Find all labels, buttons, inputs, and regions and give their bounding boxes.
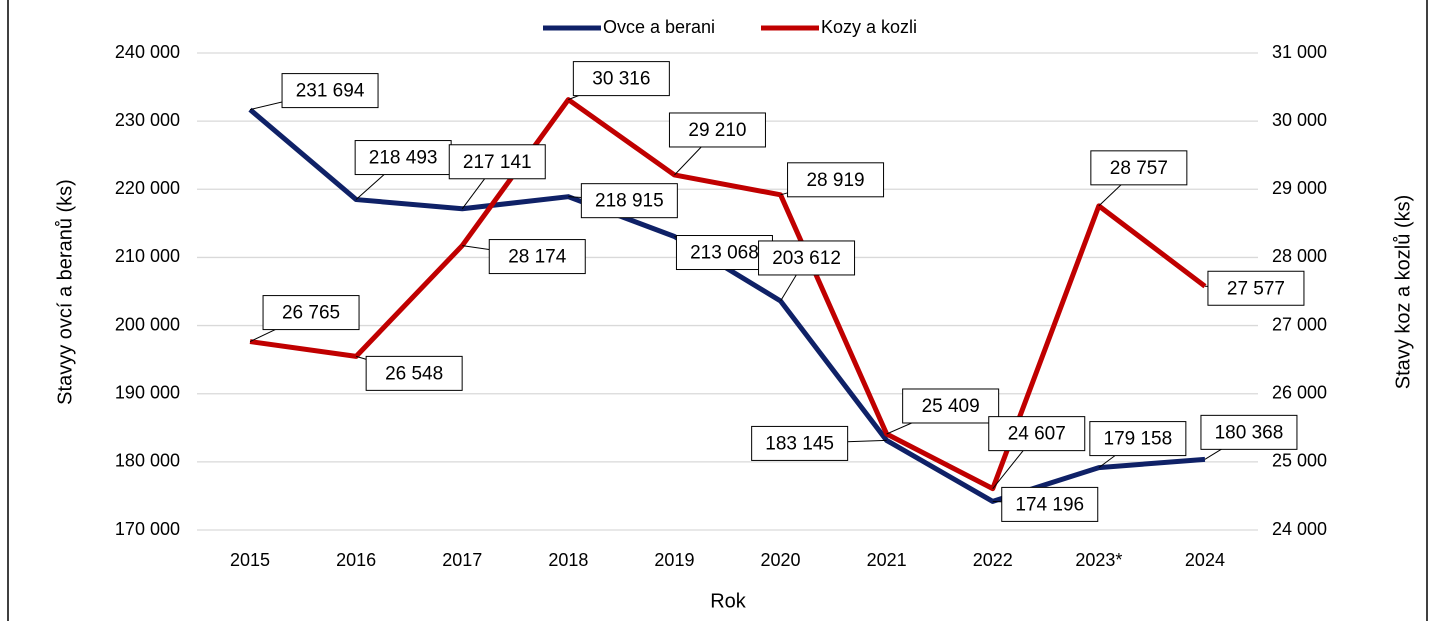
frame: [7, 0, 1428, 626]
callout-box: [787, 162, 885, 198]
callout-box: [365, 355, 463, 391]
data-label: 28 757: [1110, 158, 1168, 179]
x-axis-title: Rok: [710, 590, 747, 612]
y2-axis-title: Stavy koz a kozlů (ks): [1392, 195, 1414, 390]
x-tick-label: 2024: [1185, 550, 1225, 570]
y2-tick-label: 30 000: [1272, 110, 1327, 130]
callout-box: [281, 73, 379, 109]
y2-tick-label: 27 000: [1272, 314, 1327, 334]
y-tick-label: 190 000: [115, 382, 180, 402]
callout-box: [1089, 421, 1187, 457]
callout-box: [580, 183, 678, 219]
y-tick-label: 170 000: [115, 519, 180, 539]
x-tick-label: 2019: [654, 550, 694, 570]
y2-tick-label: 26 000: [1272, 382, 1327, 402]
y-tick-label: 210 000: [115, 246, 180, 266]
legend-label: Ovce a berani: [603, 17, 715, 37]
data-label: 217 141: [463, 152, 532, 173]
data-label: 174 196: [1015, 494, 1084, 515]
callout-box: [902, 388, 1000, 424]
x-tick-label: 2020: [761, 550, 801, 570]
y-axis-title: Stavyy ovcí a beranů (ks): [54, 179, 76, 405]
callout-box: [988, 416, 1086, 452]
data-label: 231 694: [296, 81, 365, 102]
callout-box: [668, 112, 766, 148]
x-tick-label: 2022: [973, 550, 1013, 570]
data-label: 218 493: [369, 148, 438, 169]
x-tick-label: 2016: [336, 550, 376, 570]
data-label: 26 765: [282, 303, 340, 324]
x-tick-label: 2023*: [1075, 550, 1122, 570]
data-label: 179 158: [1104, 429, 1173, 450]
y2-tick-label: 28 000: [1272, 246, 1327, 266]
callout-box: [758, 240, 856, 276]
callout-box: [488, 239, 586, 275]
data-label: 26 548: [385, 363, 443, 384]
callout-box: [751, 425, 849, 461]
x-tick-label: 2021: [867, 550, 907, 570]
x-tick-label: 2018: [548, 550, 588, 570]
callout-box: [572, 61, 670, 97]
callout-box: [448, 144, 546, 180]
data-label: 24 607: [1008, 424, 1066, 445]
data-label: 28 919: [806, 170, 864, 191]
data-label: 29 210: [688, 120, 746, 141]
y-tick-label: 200 000: [115, 314, 180, 334]
callout-box: [262, 295, 360, 331]
y-tick-label: 180 000: [115, 451, 180, 471]
y-tick-label: 240 000: [115, 42, 180, 62]
legend-label: Kozy a kozli: [821, 17, 917, 37]
callout-box: [1090, 150, 1188, 186]
series-line: [249, 97, 1207, 492]
data-label: 213 068: [690, 243, 759, 264]
y2-tick-label: 29 000: [1272, 178, 1327, 198]
data-label: 28 174: [508, 247, 567, 268]
y-tick-label: 220 000: [115, 178, 180, 198]
data-label: 180 368: [1215, 422, 1284, 443]
x-tick-label: 2015: [230, 550, 270, 570]
y2-tick-label: 31 000: [1272, 42, 1327, 62]
data-label: 30 316: [592, 69, 650, 90]
x-tick-label: 2017: [442, 550, 482, 570]
data-label: 27 577: [1227, 278, 1285, 299]
data-label: 203 612: [772, 248, 841, 269]
y2-tick-label: 25 000: [1272, 451, 1327, 471]
callout-box: [1207, 270, 1305, 306]
data-label: 183 145: [765, 433, 834, 454]
data-label: 218 915: [595, 191, 664, 212]
callout-box: [1200, 414, 1298, 450]
y2-tick-label: 24 000: [1272, 519, 1327, 539]
data-label: 25 409: [922, 396, 980, 417]
callout-box: [1001, 486, 1099, 522]
y-tick-label: 230 000: [115, 110, 180, 130]
